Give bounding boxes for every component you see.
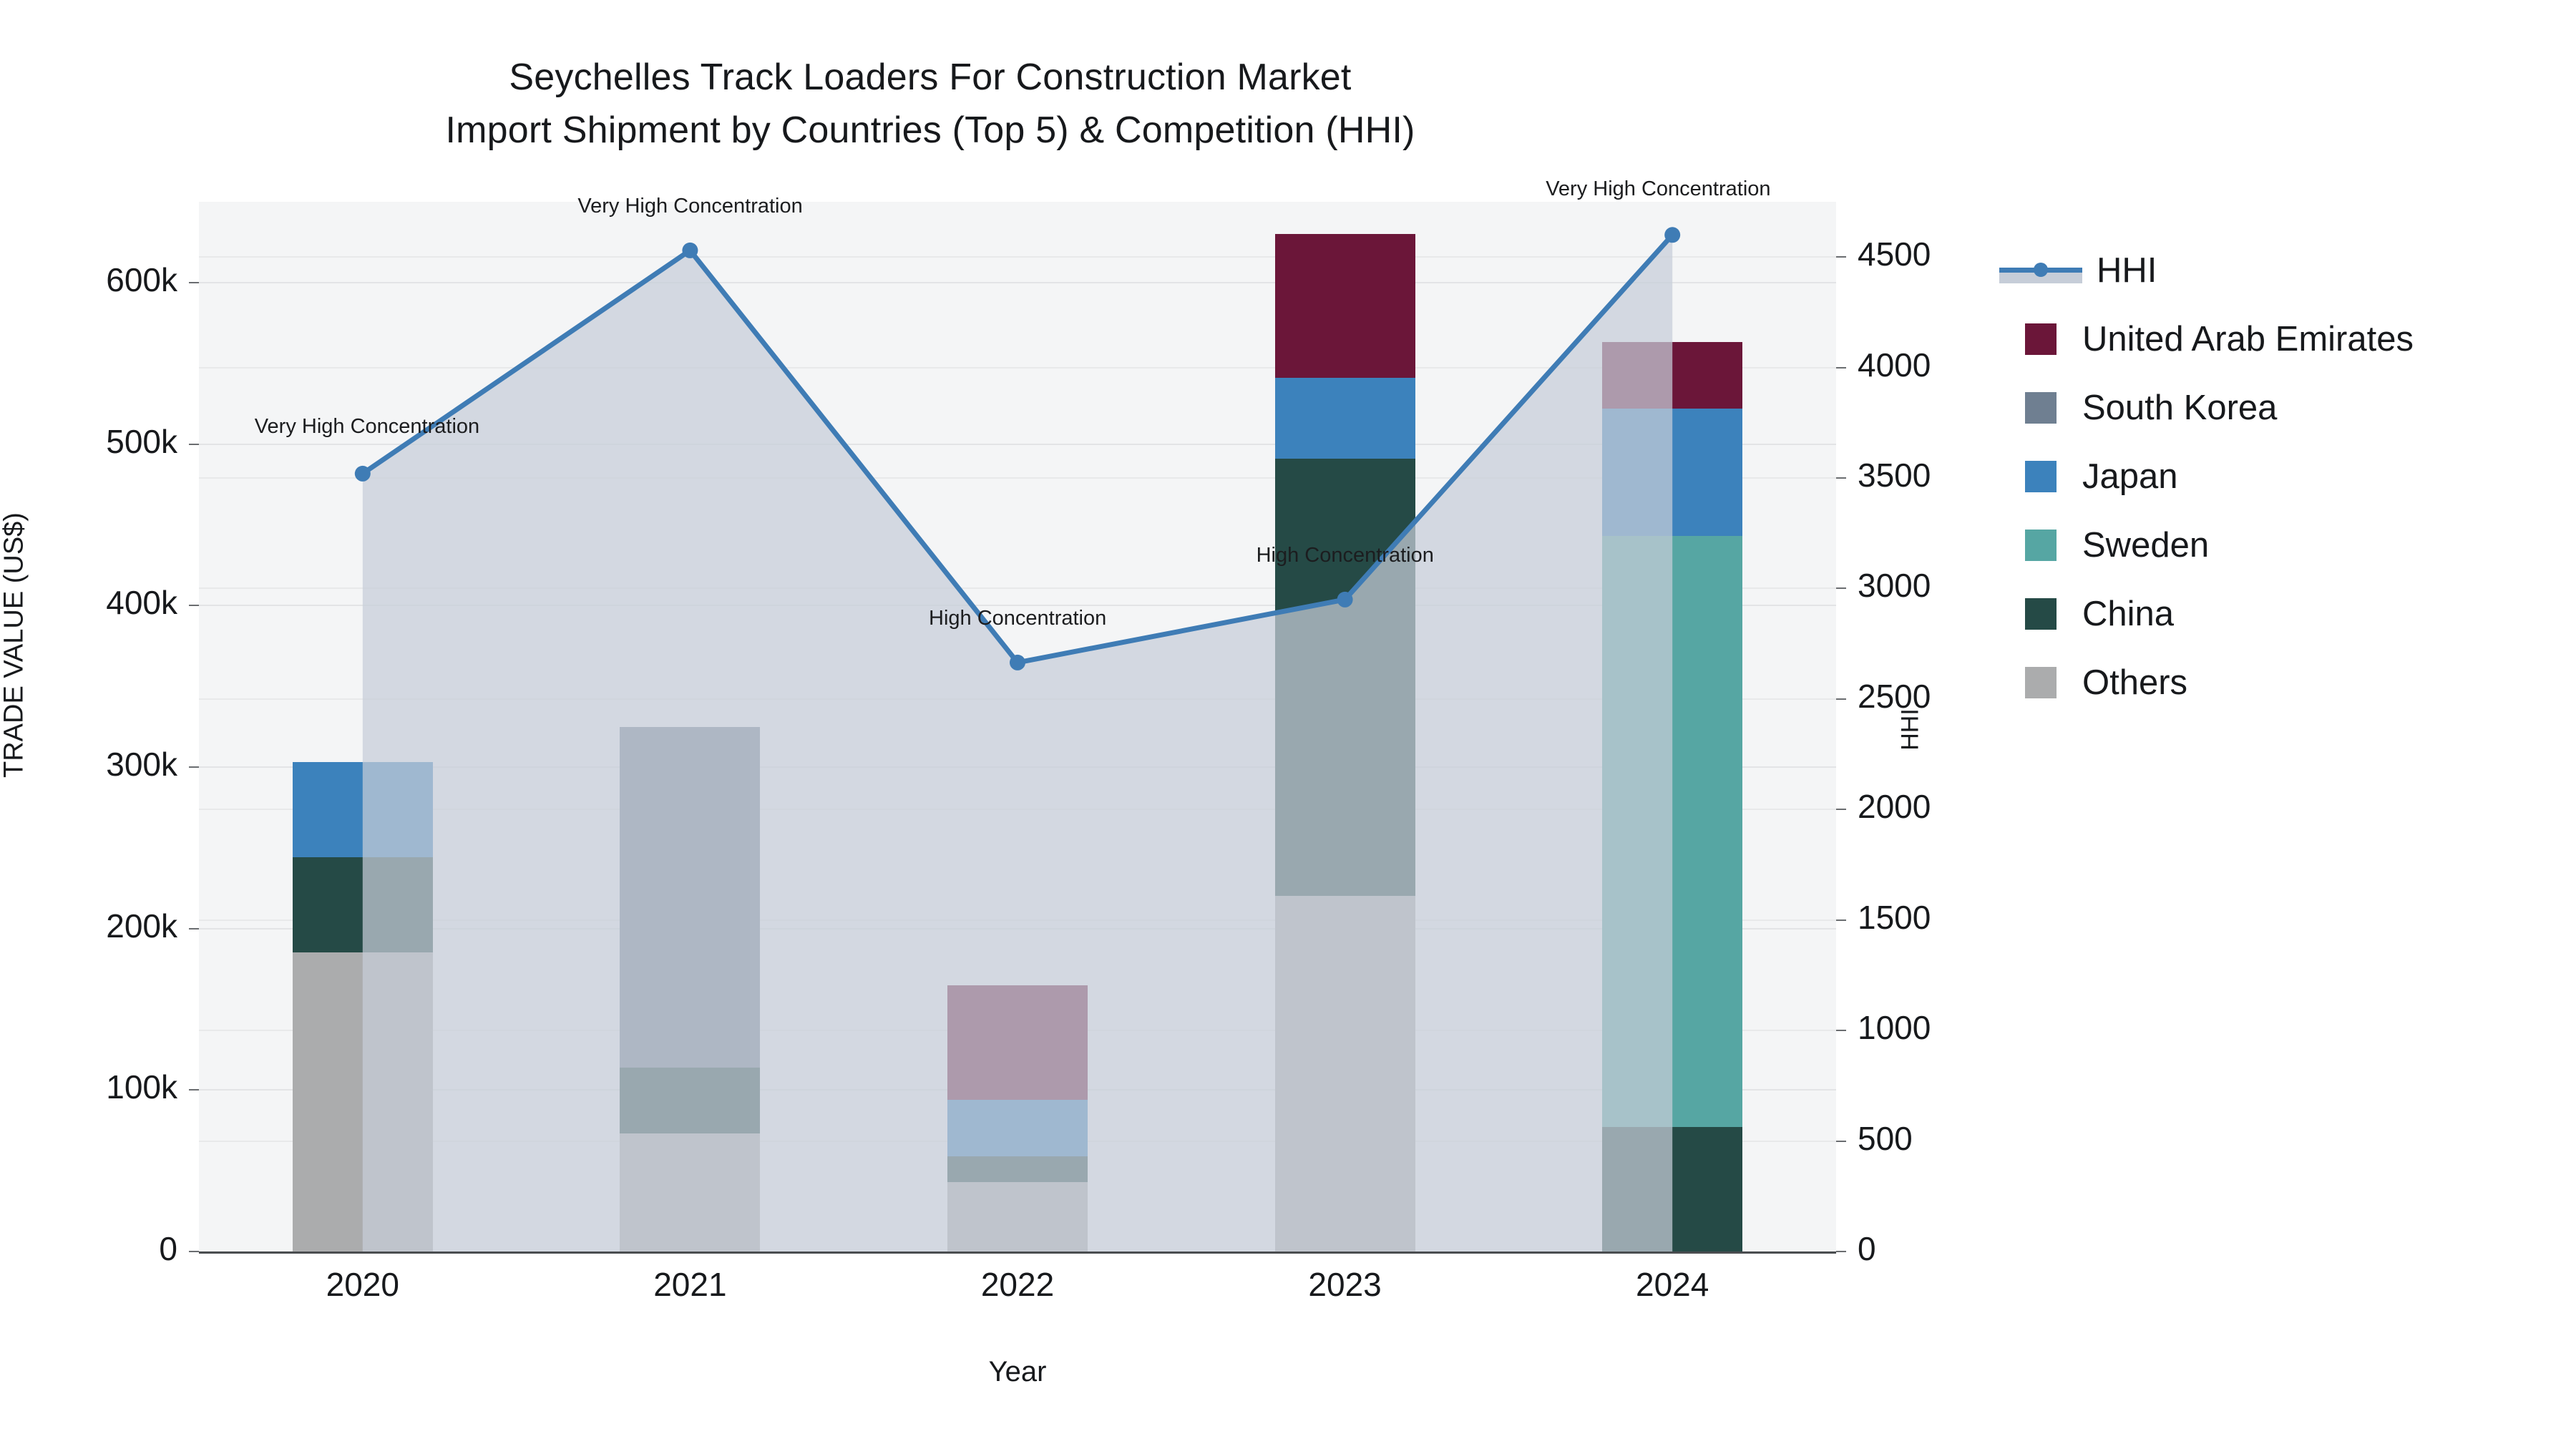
y-axis-right-tick-label: 3000: [1858, 567, 1931, 605]
y-axis-left-tick-label: 400k: [106, 584, 177, 622]
y-axis-right-tick-label: 1500: [1858, 898, 1931, 936]
y-axis-right-tick-label: 500: [1858, 1119, 1913, 1157]
legend-item-hhi[interactable]: HHI: [1999, 236, 2540, 305]
x-axis-label: Year: [988, 1356, 1047, 1387]
legend-item-label: Sweden: [2082, 526, 2210, 565]
y-axis-right-tick-mark: [1836, 477, 1846, 479]
y-axis-left-tick-label: 300k: [106, 745, 177, 783]
y-axis-right-tick-mark: [1836, 919, 1846, 921]
x-axis-tick-label: 2021: [653, 1266, 727, 1303]
legend-area-fill-icon: [1999, 272, 2082, 283]
y-axis-left-tick-label: 100k: [106, 1068, 177, 1106]
hhi-area-fill: [362, 235, 1673, 1252]
legend-item-united-arab-emirates[interactable]: United Arab Emirates: [2025, 305, 2540, 374]
y-axis-left-tick-mark: [189, 1251, 199, 1252]
y-axis-right-tick-label: 4500: [1858, 235, 1931, 273]
concentration-annotation: High Concentration: [929, 606, 1107, 630]
gridline: [199, 587, 1836, 590]
y-axis-left-tick-label: 200k: [106, 907, 177, 945]
legend-item-label: Japan: [2082, 457, 2178, 496]
hhi-marker[interactable]: [1664, 227, 1681, 243]
legend-item-south-korea[interactable]: South Korea: [2025, 374, 2540, 442]
y-axis-right-label: HHI: [1896, 708, 1924, 751]
y-axis-left-label: TRADE VALUE (US$): [0, 512, 29, 778]
y-axis-left-tick-label: 500k: [106, 422, 177, 460]
concentration-annotation: Very High Concentration: [1546, 177, 1771, 201]
legend-item-china[interactable]: China: [2025, 580, 2540, 648]
y-axis-left-tick-mark: [189, 927, 199, 930]
x-axis-line: [199, 1252, 1836, 1254]
gridline: [199, 256, 1836, 258]
concentration-annotation: High Concentration: [1256, 543, 1434, 567]
y-axis-left-tick-mark: [189, 605, 199, 607]
legend-color-swatch-icon: [2025, 323, 2057, 355]
y-axis-right-tick-label: 0: [1858, 1230, 1876, 1267]
concentration-annotation: Very High Concentration: [254, 414, 480, 438]
legend-item-label: China: [2082, 595, 2175, 633]
y-axis-right-tick-mark: [1836, 1251, 1846, 1252]
y-axis-right-tick-mark: [1836, 698, 1846, 700]
y-axis-left-tick-mark: [189, 766, 199, 768]
gridline-major: [199, 605, 1836, 607]
y-axis-right-tick-mark: [1836, 256, 1846, 258]
hhi-marker[interactable]: [1010, 654, 1025, 670]
y-axis-left-tick-label: 0: [159, 1230, 177, 1267]
gridline: [199, 366, 1836, 369]
y-axis-left-tick-mark: [189, 1089, 199, 1091]
x-axis-tick-label: 2023: [1308, 1266, 1382, 1303]
y-axis-right-tick-label: 1000: [1858, 1009, 1931, 1047]
y-axis-left-tick-mark: [189, 281, 199, 283]
legend-color-swatch-icon: [2025, 530, 2057, 561]
gridline-major: [199, 281, 1836, 283]
legend-item-others[interactable]: Others: [2025, 648, 2540, 717]
legend-item-japan[interactable]: Japan: [2025, 442, 2540, 511]
legend-color-swatch-icon: [2025, 461, 2057, 492]
legend-line-marker-icon: [1999, 255, 2082, 286]
chart-title-line-1: Seychelles Track Loaders For Constructio…: [509, 57, 1352, 98]
chart-legend: HHI United Arab Emirates South Korea Japan S…: [1999, 236, 2540, 717]
gridline: [199, 477, 1836, 479]
plot-area: Very High Concentration Very High Concent…: [199, 177, 1836, 1252]
legend-color-swatch-icon: [2025, 598, 2057, 630]
bar-segment[interactable]: [1274, 378, 1415, 459]
x-axis-tick-label: 2024: [1636, 1266, 1709, 1303]
hhi-marker[interactable]: [682, 242, 698, 258]
hhi-marker[interactable]: [354, 465, 371, 482]
concentration-annotation: Very High Concentration: [577, 194, 803, 218]
legend-item-label: Others: [2082, 663, 2188, 702]
y-axis-right-tick-mark: [1836, 1030, 1846, 1032]
y-axis-right-tick-label: 4000: [1858, 346, 1931, 384]
hhi-markers: [354, 227, 1681, 670]
y-axis-right-tick-label: 3500: [1858, 457, 1931, 494]
x-axis-tick-label: 2022: [980, 1266, 1055, 1303]
legend-item-label: South Korea: [2082, 389, 2278, 427]
y-axis-right-tick-mark: [1836, 587, 1846, 590]
y-axis-right-tick-label: 2000: [1858, 788, 1931, 826]
y-axis-right-tick-mark: [1836, 366, 1846, 369]
legend-item-sweden[interactable]: Sweden: [2025, 511, 2540, 580]
x-axis-tick-label: 2020: [326, 1266, 399, 1303]
bar-segment[interactable]: [1274, 234, 1415, 379]
y-axis-left-tick-mark: [189, 443, 199, 445]
gridline-major: [199, 443, 1836, 445]
y-axis-right-tick-label: 2500: [1858, 677, 1931, 715]
chart-title-line-2: Import Shipment by Countries (Top 5) & C…: [445, 109, 1415, 151]
chart-title: Seychelles Track Loaders For Constructio…: [0, 52, 1860, 157]
y-axis-right-tick-mark: [1836, 809, 1846, 811]
legend-dot-icon: [2034, 263, 2048, 277]
y-axis-right-tick-mark: [1836, 1140, 1846, 1142]
y-axis-left-tick-label: 600k: [106, 260, 177, 298]
legend-item-label: United Arab Emirates: [2082, 320, 2414, 358]
legend-item-label: HHI: [2097, 251, 2157, 290]
legend-color-swatch-icon: [2025, 667, 2057, 698]
hhi-marker[interactable]: [1337, 591, 1353, 608]
hhi-series: [354, 227, 1681, 1252]
legend-color-swatch-icon: [2025, 392, 2057, 424]
